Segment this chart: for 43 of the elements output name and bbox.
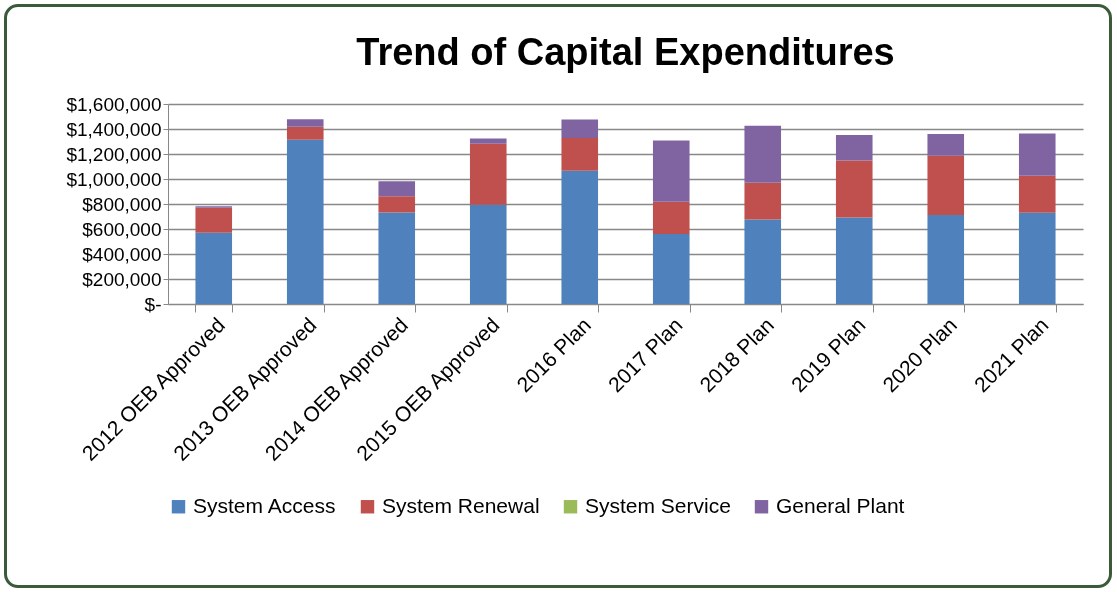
chart-title: Trend of Capital Expenditures [356,31,895,73]
legend-label: General Plant [776,493,905,517]
bar [744,219,782,304]
legend-label: System Access [193,493,336,517]
bar [1018,175,1056,213]
bar [1018,133,1056,176]
bar [286,126,324,140]
bar [1018,212,1056,304]
bar [195,232,233,304]
bar [286,119,324,127]
bar [652,140,690,202]
bar [652,234,690,304]
bar [927,155,965,215]
bar [378,181,416,197]
bar [927,215,965,304]
y-tick-label: $400,000 [82,243,162,265]
bar [652,201,690,234]
bar [835,160,873,218]
y-tick-label: $- [144,293,162,315]
bar [744,125,782,183]
bar [378,196,416,213]
bar [561,138,599,171]
y-tick-label: $800,000 [82,193,162,215]
y-tick-label: $1,200,000 [66,143,162,165]
y-tick-label: $1,400,000 [66,118,162,140]
bar [835,217,873,304]
bar [835,135,873,161]
bar [744,182,782,220]
y-tick-label: $1,600,000 [66,93,162,115]
bar [469,138,507,144]
legend-label: System Renewal [382,493,540,517]
bar [286,139,324,304]
y-tick-label: $200,000 [82,268,162,290]
bar [469,143,507,205]
bar [195,207,233,233]
bar [561,170,599,304]
bar [927,134,965,156]
y-tick-label: $1,000,000 [66,168,162,190]
bar [469,204,507,304]
y-tick-label: $600,000 [82,218,162,240]
bar [378,212,416,304]
legend-label: System Service [585,493,731,517]
bar [561,119,599,138]
